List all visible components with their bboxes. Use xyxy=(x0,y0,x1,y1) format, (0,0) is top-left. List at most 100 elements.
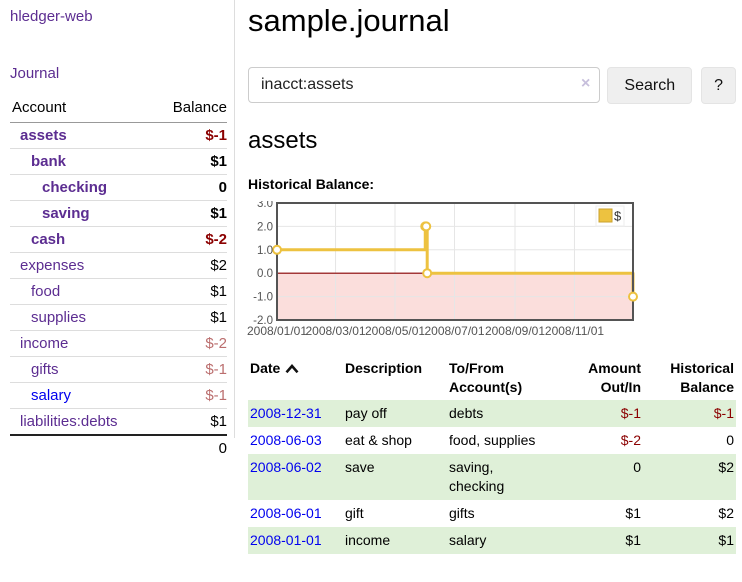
transaction-date-link[interactable]: 2008-06-01 xyxy=(250,505,322,522)
sidebar-account-row: cash $-2 xyxy=(10,226,227,253)
sidebar-account-row: checking 0 xyxy=(10,174,227,201)
account-title: assets xyxy=(248,127,318,155)
accounts-header-balance: Balance xyxy=(152,97,227,123)
accounts-total-value: 0 xyxy=(152,434,227,461)
register-column-header: Amount Out/In xyxy=(577,357,649,400)
transaction-description: gift xyxy=(345,505,364,522)
register-header-label: Historical xyxy=(670,360,734,377)
transaction-date-link[interactable]: 2008-12-31 xyxy=(250,405,322,422)
sidebar-account-link[interactable]: salary xyxy=(31,387,72,404)
chart-title: Historical Balance: xyxy=(248,176,375,193)
x-axis-tick-label: 2008/01/01 xyxy=(247,324,307,338)
sidebar-account-balance: $1 xyxy=(210,205,227,222)
sidebar-account-row: food $1 xyxy=(10,278,227,305)
sidebar-account-link[interactable]: saving xyxy=(42,205,90,222)
search-input[interactable] xyxy=(248,67,601,104)
sidebar: hledger-web Journal Account Balance asse… xyxy=(0,0,235,461)
transaction-accounts: food, supplies xyxy=(449,432,536,449)
sidebar-account-row: bank $1 xyxy=(10,148,227,175)
sidebar-account-link[interactable]: food xyxy=(31,283,61,300)
sidebar-account-balance: $1 xyxy=(210,413,227,430)
sidebar-account-row: gifts $-1 xyxy=(10,356,227,383)
transaction-accounts: gifts xyxy=(449,505,475,522)
sidebar-account-balance: $-1 xyxy=(205,387,227,404)
transaction-balance: $-1 xyxy=(649,400,736,428)
y-axis-tick-label: 3.0 xyxy=(257,201,273,210)
sidebar-account-link[interactable]: gifts xyxy=(31,361,59,378)
transaction-amount: $-1 xyxy=(577,400,649,428)
sidebar-account-link[interactable]: expenses xyxy=(20,257,85,274)
transaction-description: income xyxy=(345,527,449,555)
sort-ascending-icon xyxy=(285,363,299,373)
sidebar-account-balance: $-2 xyxy=(205,335,227,352)
register-header-label: Account(s) xyxy=(449,379,523,396)
transaction-accounts: saving, checking xyxy=(449,454,577,501)
sidebar-item-journal[interactable]: Journal xyxy=(10,65,60,82)
transaction-amount: $1 xyxy=(625,505,641,522)
register-header-label: To/From xyxy=(449,360,504,377)
clear-search-icon[interactable]: × xyxy=(581,75,591,93)
sidebar-account-balance: $1 xyxy=(210,309,227,326)
accounts-table: Account Balance assets $-1 bank $1 checking 0… xyxy=(10,97,227,461)
register-header-label: Date xyxy=(250,360,281,377)
help-button[interactable]: ? xyxy=(701,67,736,105)
data-point-marker xyxy=(272,244,282,255)
transaction-date-link[interactable]: 2008-06-02 xyxy=(250,459,322,476)
search-button[interactable]: Search xyxy=(607,67,693,105)
transaction-balance: $2 xyxy=(718,505,734,522)
sidebar-account-link[interactable]: assets xyxy=(20,127,67,144)
accounts-header-account: Account xyxy=(10,97,153,123)
accounts-table-header: Account Balance xyxy=(10,97,227,123)
x-axis-tick-label: 2008/11/01 xyxy=(545,324,604,338)
transaction-date-link[interactable]: 2008-06-03 xyxy=(250,432,322,449)
sidebar-account-balance: 0 xyxy=(218,179,227,196)
data-point-marker xyxy=(421,221,432,232)
register-row: 2008-01-01 income salary $1 $1 xyxy=(248,527,736,555)
historical-balance-chart: $3.0 2.0 1.0 0.0 -1.0 -2.0 2008/01/01 2008/03/0… xyxy=(246,198,736,343)
sidebar-account-link[interactable]: supplies xyxy=(31,309,87,326)
transaction-description: save xyxy=(345,454,449,501)
register-column-header: To/From Account(s) xyxy=(449,357,577,400)
register-column-header: Description xyxy=(345,357,449,400)
data-point-marker xyxy=(628,291,638,302)
register-header-row: Date Description To/From Account(s) Amount Ou… xyxy=(248,357,736,400)
sidebar-account-balance: $-1 xyxy=(205,127,227,144)
balance-chart-svg: $3.0 2.0 1.0 0.0 -1.0 -2.02008/01/012008/03/0… xyxy=(247,198,638,338)
register-header-label: Balance xyxy=(680,379,734,396)
sidebar-account-balance: $1 xyxy=(210,153,227,170)
transaction-accounts: salary xyxy=(449,527,577,555)
sidebar-account-link[interactable]: income xyxy=(20,335,69,352)
sidebar-account-row: liabilities:debts $1 xyxy=(10,408,227,436)
sidebar-account-link[interactable]: cash xyxy=(31,231,66,248)
search-box: × xyxy=(248,67,601,104)
register-column-header[interactable]: Date xyxy=(248,357,345,400)
register-row: 2008-12-31 pay off debts $-1 $-1 xyxy=(248,400,736,428)
transaction-amount: 0 xyxy=(577,454,649,501)
x-axis-tick-label: 2008/09/01 xyxy=(485,324,545,338)
sidebar-account-link[interactable]: bank xyxy=(31,153,67,170)
transaction-date-link[interactable]: 2008-01-01 xyxy=(250,532,322,549)
page-title: sample.journal xyxy=(248,3,450,38)
sidebar-account-balance: $1 xyxy=(210,283,227,300)
accounts-total-row: 0 xyxy=(10,434,227,461)
sidebar-account-row: supplies $1 xyxy=(10,304,227,331)
transaction-amount: $-2 xyxy=(620,432,641,449)
register-header-label: Out/In xyxy=(600,379,641,396)
register-header-label: Description xyxy=(345,360,423,377)
sidebar-account-link[interactable]: liabilities:debts xyxy=(20,413,118,430)
brand-link[interactable]: hledger-web xyxy=(10,8,93,25)
sidebar-account-link[interactable]: checking xyxy=(42,179,108,196)
transaction-balance: 0 xyxy=(726,432,734,449)
register-row: 2008-06-01 gift gifts $1 $2 xyxy=(248,500,736,527)
x-axis-tick-label: 2008/07/01 xyxy=(424,324,484,338)
sidebar-account-balance: $-1 xyxy=(205,361,227,378)
transaction-description: pay off xyxy=(345,400,449,428)
data-point-marker xyxy=(422,268,433,279)
sidebar-account-row: expenses $2 xyxy=(10,252,227,279)
register-row: 2008-06-03 eat & shop food, supplies $-2 0 xyxy=(248,427,736,454)
register-header-label: Amount xyxy=(588,360,641,377)
x-axis-tick-label: 2008/03/01 xyxy=(305,324,365,338)
sidebar-account-row: assets $-1 xyxy=(10,122,227,149)
legend-swatch xyxy=(598,208,613,223)
sidebar-account-balance: $2 xyxy=(210,257,227,274)
